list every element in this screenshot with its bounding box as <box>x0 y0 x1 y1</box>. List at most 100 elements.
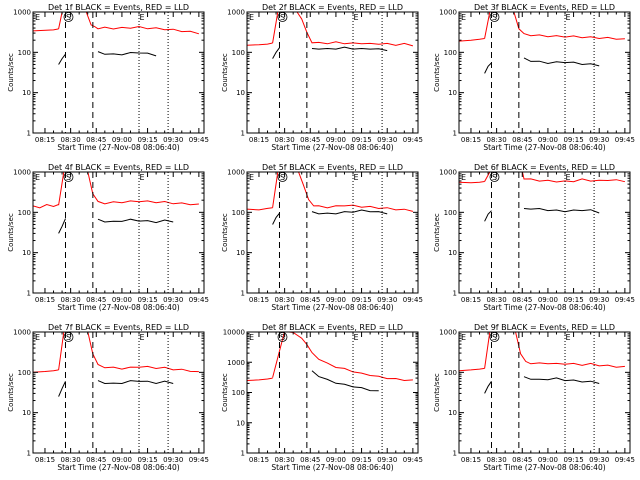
x-tick-label: 08:30 <box>487 296 507 304</box>
x-tick-label: 08:15 <box>249 136 269 144</box>
x-axis-label: Start Time (27-Nov-08 08:06:40) <box>483 463 605 472</box>
lld-series-line <box>459 181 485 184</box>
x-axis-label: Start Time (27-Nov-08 08:06:40) <box>271 303 393 312</box>
lld-series-line <box>58 332 65 370</box>
x-tick-label: 08:45 <box>512 456 532 464</box>
y-tick-label: 100 <box>444 49 457 57</box>
x-tick-label: 08:45 <box>300 136 320 144</box>
y-tick-label: 10000 <box>223 329 245 337</box>
lld-series-line <box>58 12 63 30</box>
marker-s: S <box>492 333 497 342</box>
y-tick-label: 1000 <box>227 9 245 17</box>
plot-frame <box>246 331 419 454</box>
y-tick-label: 100 <box>18 209 31 217</box>
lld-series-line <box>513 12 625 40</box>
x-tick-label: 09:00 <box>538 296 558 304</box>
marker-e: E <box>565 173 570 182</box>
marker-s: S <box>280 333 285 342</box>
x-axis-label: Start Time (27-Nov-08 08:06:40) <box>57 143 179 152</box>
x-axis-label: Start Time (27-Nov-08 08:06:40) <box>271 143 393 152</box>
y-tick-label: 1 <box>241 290 245 298</box>
plot-area <box>459 332 625 394</box>
events-series-line <box>484 381 492 394</box>
panel-title: Det 9f BLACK = Events, RED = LLD <box>474 323 615 332</box>
marker-e: E <box>139 333 144 342</box>
events-series-line <box>311 209 388 215</box>
x-tick-label: 09:00 <box>326 136 346 144</box>
y-axis-label: Counts/sec <box>433 373 441 412</box>
plot-area <box>459 12 625 74</box>
x-tick-label: 08:30 <box>275 456 295 464</box>
lld-series-line <box>459 38 485 42</box>
x-tick-label: 09:00 <box>112 136 132 144</box>
y-tick-label: 10 <box>448 409 457 417</box>
lld-series-line <box>515 332 625 368</box>
x-tick-label: 08:30 <box>61 456 81 464</box>
events-series-line <box>484 210 492 222</box>
x-tick-label: 08:30 <box>487 136 507 144</box>
x-tick-label: 09:15 <box>137 136 157 144</box>
lld-series-line <box>33 28 59 32</box>
x-tick-label: 08:45 <box>512 136 532 144</box>
x-tick-label: 09:45 <box>189 296 209 304</box>
lld-series-line <box>85 12 200 35</box>
y-axis-label: Counts/sec <box>221 373 229 412</box>
y-axis-label: Counts/sec <box>221 213 229 252</box>
y-axis-label: Counts/sec <box>7 213 15 252</box>
lld-series-line <box>247 377 273 381</box>
y-tick-label: 10 <box>22 249 31 257</box>
events-series-line <box>311 46 388 52</box>
x-tick-label: 08:15 <box>35 456 55 464</box>
plot-frame <box>32 331 205 454</box>
x-tick-label: 09:45 <box>615 456 635 464</box>
events-series-line <box>97 380 174 385</box>
marker-s: S <box>66 333 71 342</box>
events-series-line <box>523 207 600 214</box>
x-tick-label: 08:30 <box>487 456 507 464</box>
y-tick-label: 10 <box>236 89 245 97</box>
events-series-line <box>523 376 600 384</box>
plot-frame <box>246 171 419 294</box>
x-tick-label: 09:30 <box>377 456 397 464</box>
x-tick-label: 09:00 <box>538 456 558 464</box>
x-tick-label: 09:15 <box>137 456 157 464</box>
lld-series-line <box>33 369 59 373</box>
marker-e: E <box>35 173 40 182</box>
x-tick-label: 08:30 <box>61 296 81 304</box>
marker-e: E <box>353 173 358 182</box>
marker-s: S <box>280 13 285 22</box>
x-tick-label: 09:15 <box>351 456 371 464</box>
x-tick-label: 09:45 <box>615 296 635 304</box>
panel-title: Det 7f BLACK = Events, RED = LLD <box>48 323 189 332</box>
lld-series-line <box>272 12 279 44</box>
y-axis-label: Counts/sec <box>7 53 15 92</box>
panel-title: Det 6f BLACK = Events, RED = LLD <box>474 163 615 172</box>
x-tick-label: 09:00 <box>538 136 558 144</box>
x-tick-label: 09:15 <box>563 296 583 304</box>
y-tick-label: 1 <box>453 450 457 458</box>
y-tick-label: 10 <box>236 419 245 427</box>
plot-area <box>247 332 413 392</box>
events-series-line <box>484 62 492 74</box>
x-tick-label: 08:15 <box>461 456 481 464</box>
y-tick-label: 1000 <box>13 9 31 17</box>
y-tick-label: 1000 <box>439 169 457 177</box>
x-tick-label: 09:30 <box>377 136 397 144</box>
x-tick-label: 09:45 <box>403 456 423 464</box>
x-axis-label: Start Time (27-Nov-08 08:06:40) <box>57 463 179 472</box>
marker-e: E <box>353 333 358 342</box>
x-tick-label: 08:15 <box>249 296 269 304</box>
marker-e: E <box>35 333 40 342</box>
y-tick-label: 1 <box>453 290 457 298</box>
x-tick-label: 09:15 <box>351 296 371 304</box>
y-axis-label: Counts/sec <box>7 373 15 412</box>
y-tick-label: 1 <box>27 450 31 458</box>
y-axis-label: Counts/sec <box>433 53 441 92</box>
panel-title: Det 5f BLACK = Events, RED = LLD <box>262 163 403 172</box>
x-tick-label: 09:30 <box>163 136 183 144</box>
